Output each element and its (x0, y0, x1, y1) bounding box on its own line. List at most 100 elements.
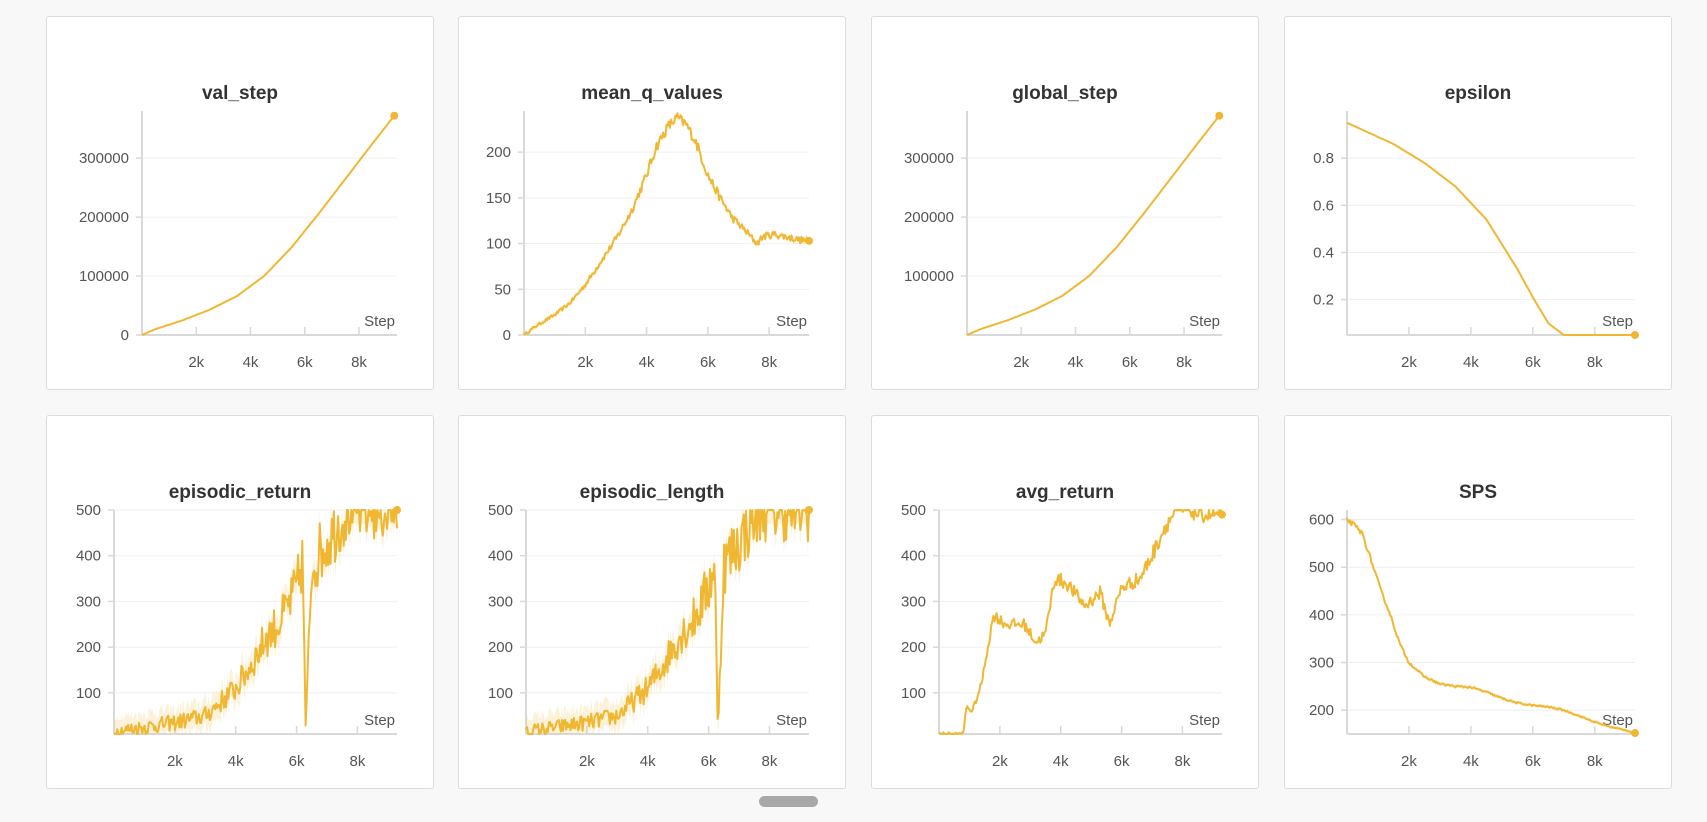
x-tick-label: 2k (992, 753, 1008, 770)
chart-title: episodic_length (579, 482, 725, 503)
series-line (523, 112, 809, 336)
x-tick-label: 6k (1114, 753, 1130, 770)
x-axis-label: Step (1189, 313, 1220, 330)
y-tick-label: 500 (1309, 559, 1334, 576)
chart-panel-sps[interactable]: SPS 200 300 400 500 600 2k 4k 6k 8k Step (1284, 415, 1672, 789)
x-tick-label: 6k (1525, 354, 1541, 371)
y-tick-label: 0.8 (1313, 150, 1334, 167)
chart-panel-global-step[interactable]: global_step 100000 200000 300000 2k 4k 6k 8k Ste… (871, 16, 1259, 390)
x-tick-label: 2k (1013, 354, 1029, 371)
y-tick-label: 300 (1309, 655, 1334, 672)
y-tick-label: 0.2 (1313, 292, 1334, 309)
x-tick-label: 8k (1175, 753, 1191, 770)
y-tick-label: 200 (901, 639, 926, 656)
y-tick-label: 300 (901, 593, 926, 610)
chart-panel-avg-return[interactable]: avg_return 100 200 300 400 500 2k 4k 6k 8k Step (871, 415, 1259, 789)
x-tick-label: 4k (640, 753, 656, 770)
chart-panel-episodic-return[interactable]: episodic_return 100 200 300 400 500 2k 4k 6k 8k St… (46, 415, 434, 789)
chart-panel-episodic-length[interactable]: episodic_length 100 200 300 400 500 2k 4k 6k 8k St… (458, 415, 846, 789)
y-tick-label: 500 (901, 502, 926, 519)
x-tick-label: 4k (1463, 753, 1479, 770)
series-line (525, 509, 810, 735)
series-endpoint (805, 236, 813, 245)
series-endpoint (1215, 111, 1224, 120)
y-tick-label: 200000 (904, 209, 954, 226)
series-line (113, 509, 398, 735)
x-tick-label: 8k (1587, 354, 1603, 371)
series-endpoint (1218, 510, 1226, 519)
y-tick-label: 300000 (904, 150, 954, 167)
y-tick-label: 200000 (79, 209, 129, 226)
x-tick-label: 8k (1176, 354, 1192, 371)
chart-svg: 0 100000 200000 300000 2k 4k 6k 8k Step (79, 111, 399, 371)
x-tick-label: 4k (1053, 753, 1069, 770)
y-tick-label: 50 (494, 281, 511, 298)
chart-title: mean_q_values (581, 83, 723, 104)
chart-title: avg_return (1015, 482, 1115, 503)
y-tick-label: 300 (76, 593, 101, 610)
chart-svg: 0.2 0.4 0.6 0.8 2k 4k 6k 8k Step (1313, 111, 1639, 371)
y-tick-label: 100 (488, 685, 513, 702)
chart-svg: 100 200 300 400 500 2k 4k 6k 8k Step (76, 502, 401, 770)
series-endpoint (1631, 331, 1639, 339)
y-tick-label: 100000 (904, 268, 954, 285)
x-tick-label: 4k (639, 354, 655, 371)
y-tick-label: 0.6 (1313, 197, 1334, 214)
y-tick-label: 400 (901, 548, 926, 565)
y-tick-label: 0 (121, 327, 129, 344)
y-tick-label: 500 (76, 502, 101, 519)
x-tick-label: 2k (1401, 354, 1417, 371)
series-endpoint (805, 506, 813, 514)
chart-panel-val-step[interactable]: val_step 0 100000 200000 300000 2k 4k 6k 8k Step (46, 16, 434, 390)
series-band (939, 510, 1222, 734)
chart-svg: 100 200 300 400 500 2k 4k 6k 8k Step (488, 502, 813, 770)
series-band (114, 510, 397, 734)
series-endpoint (390, 111, 399, 120)
x-tick-label: 6k (701, 753, 717, 770)
x-tick-label: 2k (579, 753, 595, 770)
y-tick-label: 0 (503, 327, 511, 344)
x-tick-label: 8k (1587, 753, 1603, 770)
x-axis-label: Step (1602, 313, 1633, 330)
y-tick-label: 100000 (79, 268, 129, 285)
chart-svg: 100 200 300 400 500 2k 4k 6k 8k Step (901, 502, 1226, 770)
series-line (1346, 121, 1635, 336)
x-tick-label: 6k (289, 753, 305, 770)
y-tick-label: 200 (76, 639, 101, 656)
x-tick-label: 6k (1122, 354, 1138, 371)
chart-panel-epsilon[interactable]: epsilon 0.2 0.4 0.6 0.8 2k 4k 6k 8k Step (1284, 16, 1672, 390)
y-tick-label: 100 (76, 685, 101, 702)
x-axis-label: Step (776, 712, 807, 729)
y-tick-label: 0.4 (1313, 244, 1334, 261)
y-tick-label: 400 (1309, 607, 1334, 624)
series-endpoint (393, 506, 401, 514)
y-tick-label: 600 (1309, 512, 1334, 529)
x-tick-label: 8k (762, 753, 778, 770)
y-tick-label: 100 (901, 685, 926, 702)
y-tick-label: 300 (488, 593, 513, 610)
x-tick-label: 8k (350, 753, 366, 770)
chart-panel-mean-q-values[interactable]: mean_q_values 0 50 100 150 200 2k 4k 6k 8k Step (458, 16, 846, 390)
x-tick-label: 8k (761, 354, 777, 371)
x-axis-label: Step (1189, 712, 1220, 729)
series-band (524, 111, 809, 335)
horizontal-scrollbar-thumb[interactable] (759, 796, 818, 807)
series-line (938, 509, 1223, 735)
chart-svg: 100000 200000 300000 2k 4k 6k 8k Step (904, 111, 1224, 371)
series-line (966, 115, 1221, 336)
x-tick-label: 4k (228, 753, 244, 770)
x-tick-label: 2k (167, 753, 183, 770)
chart-title: episodic_return (168, 482, 312, 503)
x-tick-label: 4k (1068, 354, 1084, 371)
y-tick-label: 400 (488, 548, 513, 565)
x-tick-label: 2k (577, 354, 593, 371)
chart-title: global_step (1012, 83, 1118, 104)
chart-title: epsilon (1444, 83, 1512, 104)
y-tick-label: 150 (486, 190, 511, 207)
y-tick-label: 200 (488, 639, 513, 656)
y-tick-label: 200 (1309, 702, 1334, 719)
x-tick-label: 6k (700, 354, 716, 371)
x-tick-label: 2k (1401, 753, 1417, 770)
series-line (1346, 517, 1636, 735)
series-line (141, 115, 396, 336)
